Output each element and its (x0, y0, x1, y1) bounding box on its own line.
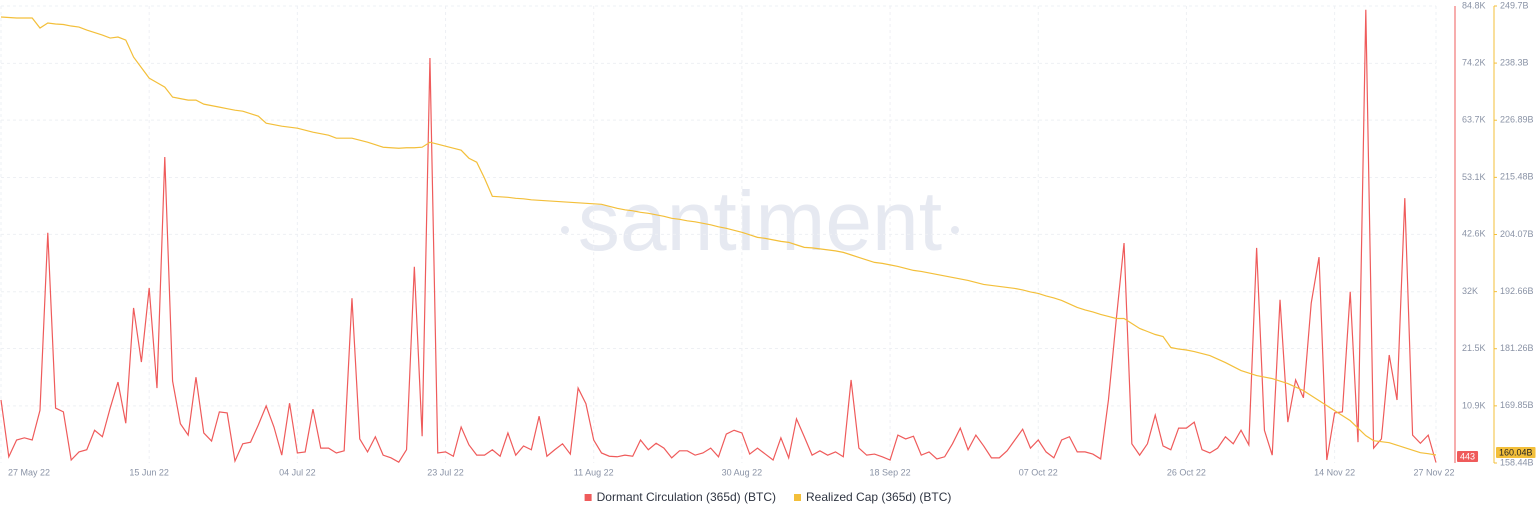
y-tick-label: 10.9K (1462, 400, 1486, 410)
x-tick-label: 23 Jul 22 (427, 467, 464, 477)
x-tick-label: 14 Nov 22 (1314, 467, 1355, 477)
watermark-dot (561, 226, 569, 234)
y2-tick-label: 158.44B (1500, 457, 1534, 467)
last-value-box (1457, 451, 1479, 462)
y2-tick-label: 226.89B (1500, 115, 1534, 125)
y-tick-label: 21.5K (1462, 343, 1486, 353)
x-tick-label: 27 May 22 (8, 467, 50, 477)
last-value-tag: 443 (1457, 451, 1479, 462)
series-line (0, 9, 1437, 464)
legend-label: Realized Cap (365d) (BTC) (806, 490, 951, 504)
legend: Dormant Circulation (365d) (BTC) Realized… (584, 490, 951, 504)
y-tick-label: 32K (1462, 286, 1478, 296)
y2-tick-label: 215.48B (1500, 172, 1534, 182)
watermark: santiment (578, 174, 942, 268)
x-tick-label: 27 Nov 22 (1413, 467, 1454, 477)
x-tick-label: 18 Sep 22 (870, 467, 911, 477)
y2-tick-label: 169.85B (1500, 400, 1534, 410)
y-tick-label: 63.7K (1462, 115, 1486, 125)
x-tick-label: 04 Jul 22 (279, 467, 316, 477)
x-tick-label: 26 Oct 22 (1167, 467, 1206, 477)
y-tick-label: 84.8K (1462, 0, 1486, 10)
last-value-label: 443 (1460, 451, 1475, 461)
y-tick-label: 74.2K (1462, 58, 1486, 68)
legend-swatch (584, 494, 592, 501)
last-value-box (1496, 446, 1536, 458)
legend-swatch (794, 494, 801, 501)
y2-tick-label: 204.07B (1500, 229, 1534, 239)
x-tick-label: 15 Jun 22 (129, 467, 169, 477)
last-value-tag: 160.04B (1496, 446, 1536, 458)
y2-tick-label: 181.26B (1500, 343, 1534, 353)
legend-label: Dormant Circulation (365d) (BTC) (597, 490, 776, 504)
y-tick-label: 53.1K (1462, 172, 1486, 182)
y-tick-label: 42.6K (1462, 229, 1486, 239)
x-tick-label: 30 Aug 22 (722, 467, 763, 477)
watermark-dot (951, 226, 959, 234)
series-line (0, 16, 1437, 456)
y2-tick-label: 192.66B (1500, 286, 1534, 296)
y2-tick-label: 249.7B (1500, 0, 1529, 10)
x-tick-label: 11 Aug 22 (574, 467, 614, 477)
x-tick-label: 07 Oct 22 (1019, 467, 1058, 477)
y2-tick-label: 238.3B (1500, 57, 1529, 67)
last-value-label: 160.04B (1499, 447, 1533, 457)
